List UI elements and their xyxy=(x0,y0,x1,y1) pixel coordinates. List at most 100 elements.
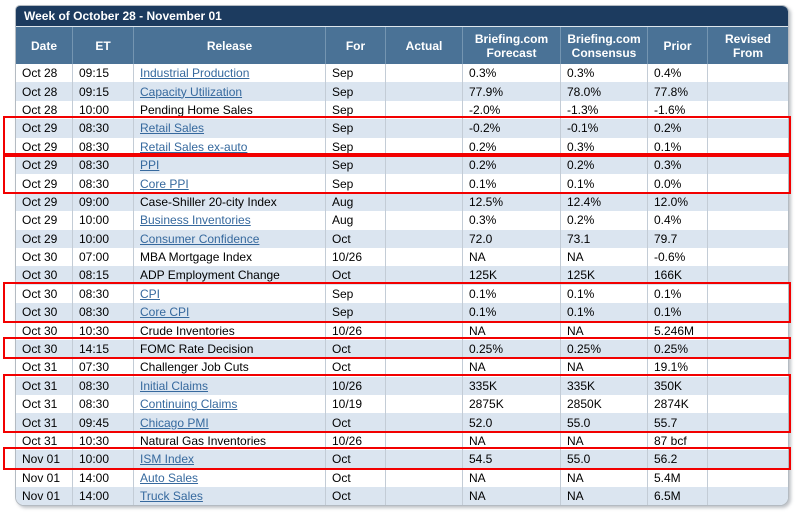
cell-forecast: 0.1% xyxy=(463,284,561,304)
cell-consensus: 0.1% xyxy=(561,174,648,193)
cell-prior: 0.1% xyxy=(648,137,708,156)
cell-forecast: 12.5% xyxy=(463,192,561,212)
column-header-actual: Actual xyxy=(386,27,463,64)
table-row: Oct 31 09:45 Chicago PMI Oct 52.0 55.0 55.7 xyxy=(16,413,788,432)
cell-forecast: 125K xyxy=(463,266,561,285)
cell-date: Oct 29 xyxy=(16,137,73,156)
cell-release: Natural Gas Inventories xyxy=(134,431,326,451)
economic-calendar-table: Week of October 28 - November 01 Date ET R… xyxy=(15,5,789,507)
cell-consensus: 0.25% xyxy=(561,339,648,359)
cell-revised_from xyxy=(708,119,788,137)
cell-et: 09:15 xyxy=(73,64,134,83)
release-link[interactable]: Chicago PMI xyxy=(140,415,209,430)
cell-release: ISM Index xyxy=(134,450,326,469)
cell-et: 08:15 xyxy=(73,266,134,285)
table-row: Nov 01 10:00 ISM Index Oct 54.5 55.0 56.2 xyxy=(16,450,788,469)
release-link[interactable]: Consumer Confidence xyxy=(140,231,260,246)
column-header-date: Date xyxy=(16,27,73,64)
cell-prior: 0.3% xyxy=(648,155,708,175)
table-row: Oct 29 10:00 Business Inventories Aug 0.3% 0.… xyxy=(16,211,788,230)
release-link[interactable]: ISM Index xyxy=(140,452,195,467)
table-row: Oct 28 10:00 Pending Home Sales Sep -2.0% -1.… xyxy=(16,100,788,120)
cell-forecast: 54.5 xyxy=(463,450,561,469)
cell-prior: 12.0% xyxy=(648,192,708,212)
cell-et: 14:00 xyxy=(73,486,134,506)
cell-date: Oct 31 xyxy=(16,376,73,396)
cell-forecast: -0.2% xyxy=(463,119,561,138)
cell-et: 14:00 xyxy=(73,468,134,487)
cell-release: Challenger Job Cuts xyxy=(134,358,326,377)
table-row: Oct 29 08:30 Core PPI Sep 0.1% 0.1% 0.0% xyxy=(16,174,788,193)
cell-actual xyxy=(386,64,463,83)
cell-period: Oct xyxy=(326,339,386,359)
table-row: Nov 01 14:00 Auto Sales Oct NA NA 5.4M xyxy=(16,468,788,487)
cell-prior: 87 bcf xyxy=(648,431,708,451)
release-link[interactable]: Continuing Claims xyxy=(140,397,238,412)
cell-date: Oct 30 xyxy=(16,321,73,340)
table-row: Oct 29 08:30 Retail Sales ex-auto Sep 0.2% 0.… xyxy=(16,137,788,156)
cell-release: Truck Sales xyxy=(134,486,326,506)
cell-forecast: NA xyxy=(463,468,561,487)
table-row: Oct 30 08:30 Core CPI Sep 0.1% 0.1% 0.1% xyxy=(16,303,788,322)
release-link[interactable]: CPI xyxy=(140,286,161,301)
cell-date: Oct 30 xyxy=(16,247,73,267)
cell-actual xyxy=(386,395,463,414)
release-link[interactable]: Auto Sales xyxy=(140,470,199,485)
cell-revised_from xyxy=(708,101,788,119)
cell-revised_from xyxy=(708,266,788,284)
cell-actual xyxy=(386,431,463,451)
cell-period: 10/26 xyxy=(326,431,386,451)
cell-release: Continuing Claims xyxy=(134,395,326,414)
cell-period: Sep xyxy=(326,82,386,101)
release-link[interactable]: Retail Sales xyxy=(140,121,205,136)
cell-date: Oct 28 xyxy=(16,100,73,120)
cell-consensus: 125K xyxy=(561,266,648,285)
cell-actual xyxy=(386,247,463,267)
cell-period: Oct xyxy=(326,266,386,285)
release-link[interactable]: PPI xyxy=(140,158,160,173)
cell-forecast: 0.2% xyxy=(463,137,561,156)
cell-consensus: NA xyxy=(561,431,648,451)
release-link[interactable]: Retail Sales ex-auto xyxy=(140,139,248,154)
column-header-revised_from: Revised From xyxy=(724,31,772,60)
cell-revised_from xyxy=(708,469,788,487)
cell-revised_from xyxy=(708,303,788,321)
cell-prior: 0.0% xyxy=(648,174,708,193)
cell-consensus: NA xyxy=(561,486,648,506)
table-row: Nov 01 14:00 Truck Sales Oct NA NA 6.5M xyxy=(16,486,788,506)
release-link[interactable]: Truck Sales xyxy=(140,489,203,504)
cell-period: Oct xyxy=(326,450,386,469)
cell-release: ADP Employment Change xyxy=(134,266,326,285)
cell-release: Chicago PMI xyxy=(134,413,326,432)
release-link[interactable]: Business Inventories xyxy=(140,213,251,228)
cell-prior: 350K xyxy=(648,376,708,396)
cell-revised_from xyxy=(708,193,788,211)
cell-et: 08:30 xyxy=(73,137,134,156)
release-link[interactable]: Initial Claims xyxy=(140,378,209,393)
table-row: Oct 31 10:30 Natural Gas Inventories 10/26 N… xyxy=(16,431,788,451)
release-label: Natural Gas Inventories xyxy=(140,434,267,448)
table-row: Oct 28 09:15 Capacity Utilization Sep 77.9% 7… xyxy=(16,82,788,101)
cell-consensus: -1.3% xyxy=(561,100,648,120)
column-header-et: ET xyxy=(73,27,134,64)
cell-release: Business Inventories xyxy=(134,211,326,230)
cell-consensus: 73.1 xyxy=(561,229,648,248)
cell-actual xyxy=(386,211,463,230)
cell-actual xyxy=(386,376,463,396)
release-link[interactable]: Industrial Production xyxy=(140,66,250,81)
cell-et: 07:30 xyxy=(73,358,134,377)
cell-actual xyxy=(386,339,463,359)
cell-consensus: 55.0 xyxy=(561,413,648,432)
release-link[interactable]: Capacity Utilization xyxy=(140,84,243,99)
release-link[interactable]: Core CPI xyxy=(140,305,190,320)
cell-release: Capacity Utilization xyxy=(134,82,326,101)
table-row: Oct 29 10:00 Consumer Confidence Oct 72.0 73.… xyxy=(16,229,788,248)
table-row: Oct 29 09:00 Case-Shiller 20-city Index Aug… xyxy=(16,192,788,212)
cell-forecast: 335K xyxy=(463,376,561,396)
table-row: Oct 29 08:30 Retail Sales Sep -0.2% -0.1% 0.2% xyxy=(16,119,788,138)
cell-consensus: 0.3% xyxy=(561,137,648,156)
cell-et: 08:30 xyxy=(73,155,134,175)
cell-date: Oct 31 xyxy=(16,413,73,432)
release-link[interactable]: Core PPI xyxy=(140,176,189,191)
cell-actual xyxy=(386,468,463,487)
